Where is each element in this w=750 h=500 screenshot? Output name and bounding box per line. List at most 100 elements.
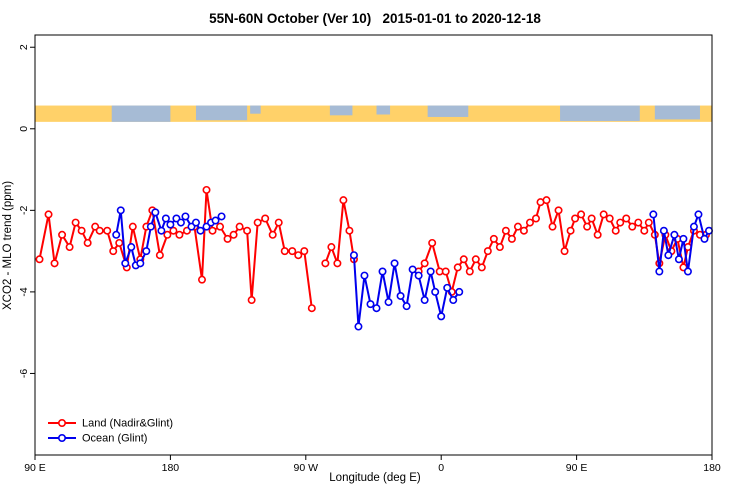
data-point [465, 267, 474, 276]
data-point [166, 220, 175, 229]
y-tick-label: -2 [18, 206, 30, 215]
data-point [616, 218, 625, 227]
data-point [704, 226, 713, 235]
data-point [136, 259, 145, 268]
data-point [560, 247, 569, 256]
map-strip [35, 105, 712, 122]
data-point [605, 214, 614, 223]
data-point [513, 222, 522, 231]
data-point [441, 267, 450, 276]
data-point [115, 238, 124, 247]
data-point [483, 247, 492, 256]
data-point [217, 212, 226, 221]
data-point [679, 234, 688, 243]
data-point [202, 185, 211, 194]
data-point [294, 251, 303, 260]
data-point [50, 259, 59, 268]
data-point [599, 210, 608, 219]
data-point [211, 216, 220, 225]
y-tick-label: 0 [18, 126, 30, 132]
data-point [95, 226, 104, 235]
series-ocean [112, 206, 713, 331]
x-tick-label: 90 W [294, 462, 319, 474]
data-point [566, 226, 575, 235]
data-point [223, 234, 232, 243]
data-point [345, 226, 354, 235]
data-point [116, 206, 125, 215]
x-tick-label: 0 [438, 462, 444, 474]
data-point [360, 271, 369, 280]
data-point [181, 212, 190, 221]
data-point [390, 259, 399, 268]
data-point [378, 267, 387, 276]
data-point [65, 243, 74, 252]
y-tick-label: 2 [18, 44, 30, 50]
data-point [163, 230, 172, 239]
data-point [426, 267, 435, 276]
data-point [495, 243, 504, 252]
legend: Land (Nadir&Glint) Ocean (Glint) [48, 418, 173, 445]
data-point [253, 218, 262, 227]
data-point [659, 226, 668, 235]
data-point [128, 222, 137, 231]
data-point [644, 218, 653, 227]
data-point [414, 271, 423, 280]
data-point [622, 214, 631, 223]
data-point [35, 255, 44, 264]
y-tick-label: -6 [18, 369, 30, 378]
data-point [525, 218, 534, 227]
legend-label: Land (Nadir&Glint) [82, 418, 173, 430]
data-point [664, 251, 673, 260]
data-point [501, 226, 510, 235]
data-point [655, 267, 664, 276]
data-point [268, 230, 277, 239]
data-point [431, 287, 440, 296]
data-point [489, 234, 498, 243]
legend-label: Ocean (Glint) [82, 433, 147, 445]
x-tick-label: 90 E [24, 462, 46, 474]
data-point [175, 230, 184, 239]
data-point [571, 214, 580, 223]
data-point [384, 298, 393, 307]
data-point [507, 234, 516, 243]
data-point [333, 259, 342, 268]
data-point [300, 247, 309, 256]
data-point [327, 243, 336, 252]
data-point [157, 226, 166, 235]
data-point [197, 275, 206, 284]
data-point [208, 226, 217, 235]
data-point [459, 255, 468, 264]
data-point [58, 230, 67, 239]
data-point [146, 222, 155, 231]
data-point [83, 238, 92, 247]
data-point [670, 230, 679, 239]
data-point [554, 206, 563, 215]
data-point [548, 222, 557, 231]
data-point [449, 296, 458, 305]
data-point [354, 322, 363, 331]
data-point [274, 218, 283, 227]
data-point [109, 247, 118, 256]
data-point [103, 226, 112, 235]
data-point [408, 265, 417, 274]
data-point [628, 222, 637, 231]
data-point [247, 296, 256, 305]
data-point [307, 304, 316, 313]
data-point [577, 210, 586, 219]
data-point [191, 218, 200, 227]
data-point [443, 283, 452, 292]
data-point [169, 226, 178, 235]
data-point [402, 302, 411, 311]
data-point [640, 226, 649, 235]
data-point [161, 214, 170, 223]
data-point [288, 247, 297, 256]
data-point [235, 222, 244, 231]
x-tick-label: 90 E [566, 462, 588, 474]
data-point [519, 226, 528, 235]
x-tick-label: 180 [162, 462, 180, 474]
data-point [71, 218, 80, 227]
data-point [127, 243, 136, 252]
data-point [453, 263, 462, 272]
chart-title: 55N-60N October (Ver 10) 2015-01-01 to 2… [209, 11, 541, 26]
